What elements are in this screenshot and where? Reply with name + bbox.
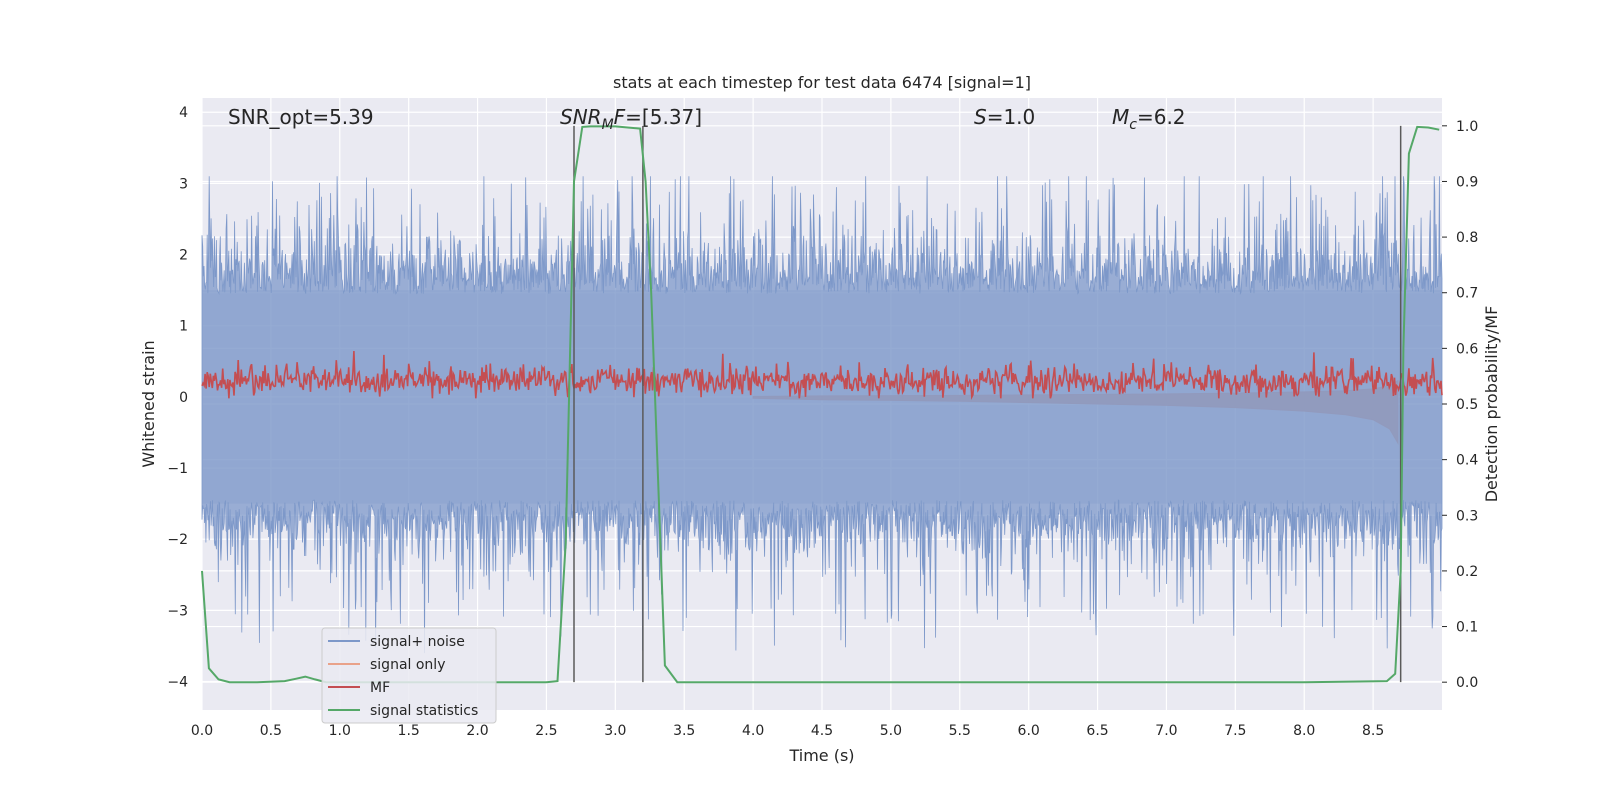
x-ticks: 0.0 0.5 1.0 1.5 2.0 2.5 3.0 3.5 4.0 4.5 5.0 5.5 6.0 6… [191, 723, 1384, 739]
x-tick-label: 0.5 [260, 723, 282, 739]
x-tick-label: 1.5 [398, 723, 420, 739]
x-tick-label: 3.5 [673, 723, 695, 739]
annotation-snr-mf-f: F [614, 105, 626, 129]
x-tick-label: 2.0 [466, 723, 488, 739]
annotation-snr-opt: SNR_opt=5.39 [228, 105, 374, 129]
y2-tick-label: 1.0 [1456, 119, 1478, 135]
annotation-snr-mf-subscript: M [602, 117, 614, 133]
y2-tick-label: 0.0 [1456, 675, 1478, 691]
y2-tick-label: 0.9 [1456, 174, 1478, 190]
y-tick-label: −4 [167, 675, 188, 691]
y-axis-label: Whitened strain [139, 340, 158, 467]
legend-label-noise: signal+ noise [370, 634, 465, 650]
annotation-s: S=1.0 [974, 105, 1035, 129]
legend-box [321, 627, 497, 724]
y-tick-label: 4 [179, 105, 188, 121]
mf-trace [201, 350, 1443, 400]
y2-tick-label: 0.7 [1456, 286, 1478, 302]
annotation-mc-subscript: c [1129, 117, 1137, 133]
x-tick-label: 5.0 [880, 723, 902, 739]
mf-layer [201, 350, 1443, 400]
annotation-snr-mf-value: =[5.37] [625, 105, 702, 129]
x-tick-label: 2.5 [535, 723, 557, 739]
y-tick-label: 0 [179, 390, 188, 406]
noise-layer [201, 176, 1443, 654]
x-tick-label: 1.0 [329, 723, 351, 739]
x-tick-label: 8.5 [1362, 723, 1384, 739]
y2-tick-label: 0.2 [1456, 564, 1478, 580]
x-axis-label: Time (s) [788, 746, 854, 765]
x-tick-label: 0.0 [191, 723, 213, 739]
x-tick-label: 3.0 [604, 723, 626, 739]
x-tick-label: 7.5 [1224, 723, 1246, 739]
y-ticks: 4 3 2 1 0 −1 −2 −3 −4 [167, 105, 188, 690]
y2-tick-label: 0.5 [1456, 397, 1478, 413]
y2-tick-label: 0.3 [1456, 508, 1478, 524]
y-tick-label: −1 [167, 461, 188, 477]
x-tick-label: 6.0 [1018, 723, 1040, 739]
annotation-snr-mf: SNRMF=[5.37] [560, 105, 702, 133]
x-tick-label: 7.0 [1155, 723, 1177, 739]
y2-tick-label: 0.4 [1456, 453, 1478, 469]
y-tick-label: 2 [179, 248, 188, 264]
legend: signal+ noise signal only MF signal stat… [321, 627, 497, 724]
annotation-mc-value: =6.2 [1137, 105, 1186, 129]
y2-ticks: 1.0 0.9 0.8 0.7 0.6 0.5 0.4 0.3 0.2 0.1 0.0 [1442, 119, 1478, 691]
y2-tick-label: 0.1 [1456, 620, 1478, 636]
annotation-s-symbol: S [974, 105, 987, 129]
y-tick-label: 1 [179, 319, 188, 335]
y-tick-label: 3 [179, 176, 188, 192]
annotation-mc: Mc=6.2 [1112, 105, 1186, 133]
legend-label-mf: MF [370, 680, 390, 696]
x-tick-label: 4.5 [811, 723, 833, 739]
stats-layer [201, 125, 1440, 684]
y-tick-label: −2 [167, 532, 188, 548]
annotation-mc-symbol: M [1112, 105, 1129, 129]
signal-plus-noise-core [202, 290, 1442, 504]
y2-axis-label: Detection probability/MF [1482, 306, 1501, 503]
annotation-snr-mf-symbol: SNR [560, 105, 602, 129]
annotation-s-value: =1.0 [987, 105, 1036, 129]
legend-label-stats: signal statistics [370, 703, 478, 719]
y2-tick-label: 0.6 [1456, 341, 1478, 357]
signal-statistics-trace [201, 125, 1440, 684]
y2-tick-label: 0.8 [1456, 230, 1478, 246]
signal-plus-noise-trace [201, 176, 1443, 654]
x-tick-label: 4.0 [742, 723, 764, 739]
y-tick-label: −3 [167, 603, 188, 619]
x-tick-label: 8.0 [1293, 723, 1315, 739]
legend-label-signal-only: signal only [370, 657, 445, 673]
x-tick-label: 5.5 [949, 723, 971, 739]
chart-title: stats at each timestep for test data 647… [613, 73, 1031, 92]
x-tick-label: 6.5 [1086, 723, 1108, 739]
